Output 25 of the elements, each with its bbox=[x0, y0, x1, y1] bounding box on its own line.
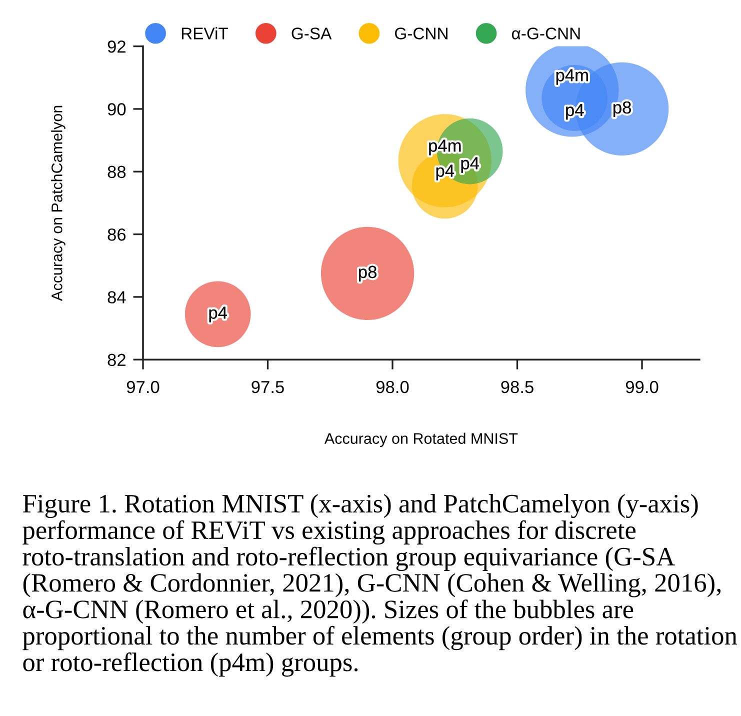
y-tick-label: 84 bbox=[108, 291, 126, 304]
y-tick-label: 90 bbox=[108, 103, 126, 116]
annotation: p4 bbox=[209, 306, 227, 322]
annotation: p8 bbox=[359, 266, 376, 282]
legend-label: α-G-CNN bbox=[512, 28, 580, 40]
x-tick-label: 97.5 bbox=[252, 380, 284, 394]
x-axis-title: Accuracy on Rotated MNIST bbox=[324, 432, 518, 447]
legend-label: G-CNN bbox=[395, 28, 448, 40]
x-tick-label: 98.0 bbox=[376, 380, 409, 394]
annotation: p4 bbox=[461, 157, 479, 173]
caption: Figure 1. Rotation MNIST (x-axis) and PatchCamelyon (y-axis) performance of REViT vs existing approaches for discrete roto-translation and roto-reflection group equivariance (G-SA (Romero & Cordonnier, 2021), G-CNN (Cohen & Welling, 2016), α-G-CNN (Romero et al., 2020)). Sizes of the bubbles are proportional to the number of elements (group order) in the rotation or roto-reflection (p4m) groups. bbox=[22, 494, 738, 677]
annotation: p4 bbox=[566, 104, 584, 120]
x-tick-label: 97.0 bbox=[126, 380, 160, 394]
annotation: p4 bbox=[436, 164, 454, 180]
annotation: p4m bbox=[556, 69, 588, 85]
x-tick-label: 99.0 bbox=[626, 380, 658, 394]
y-tick-label: 88 bbox=[108, 166, 126, 178]
annotation: p8 bbox=[614, 101, 631, 118]
legend-label: G-SA bbox=[292, 28, 332, 40]
y-tick-label: 82 bbox=[108, 354, 126, 366]
y-tick-label: 92 bbox=[108, 40, 126, 53]
y-axis-title: Accuracy on PatchCamelyon bbox=[51, 106, 66, 301]
x-tick-label: 98.5 bbox=[501, 380, 534, 394]
y-tick-label: 86 bbox=[108, 228, 126, 241]
legend-label: REViT bbox=[182, 27, 228, 40]
